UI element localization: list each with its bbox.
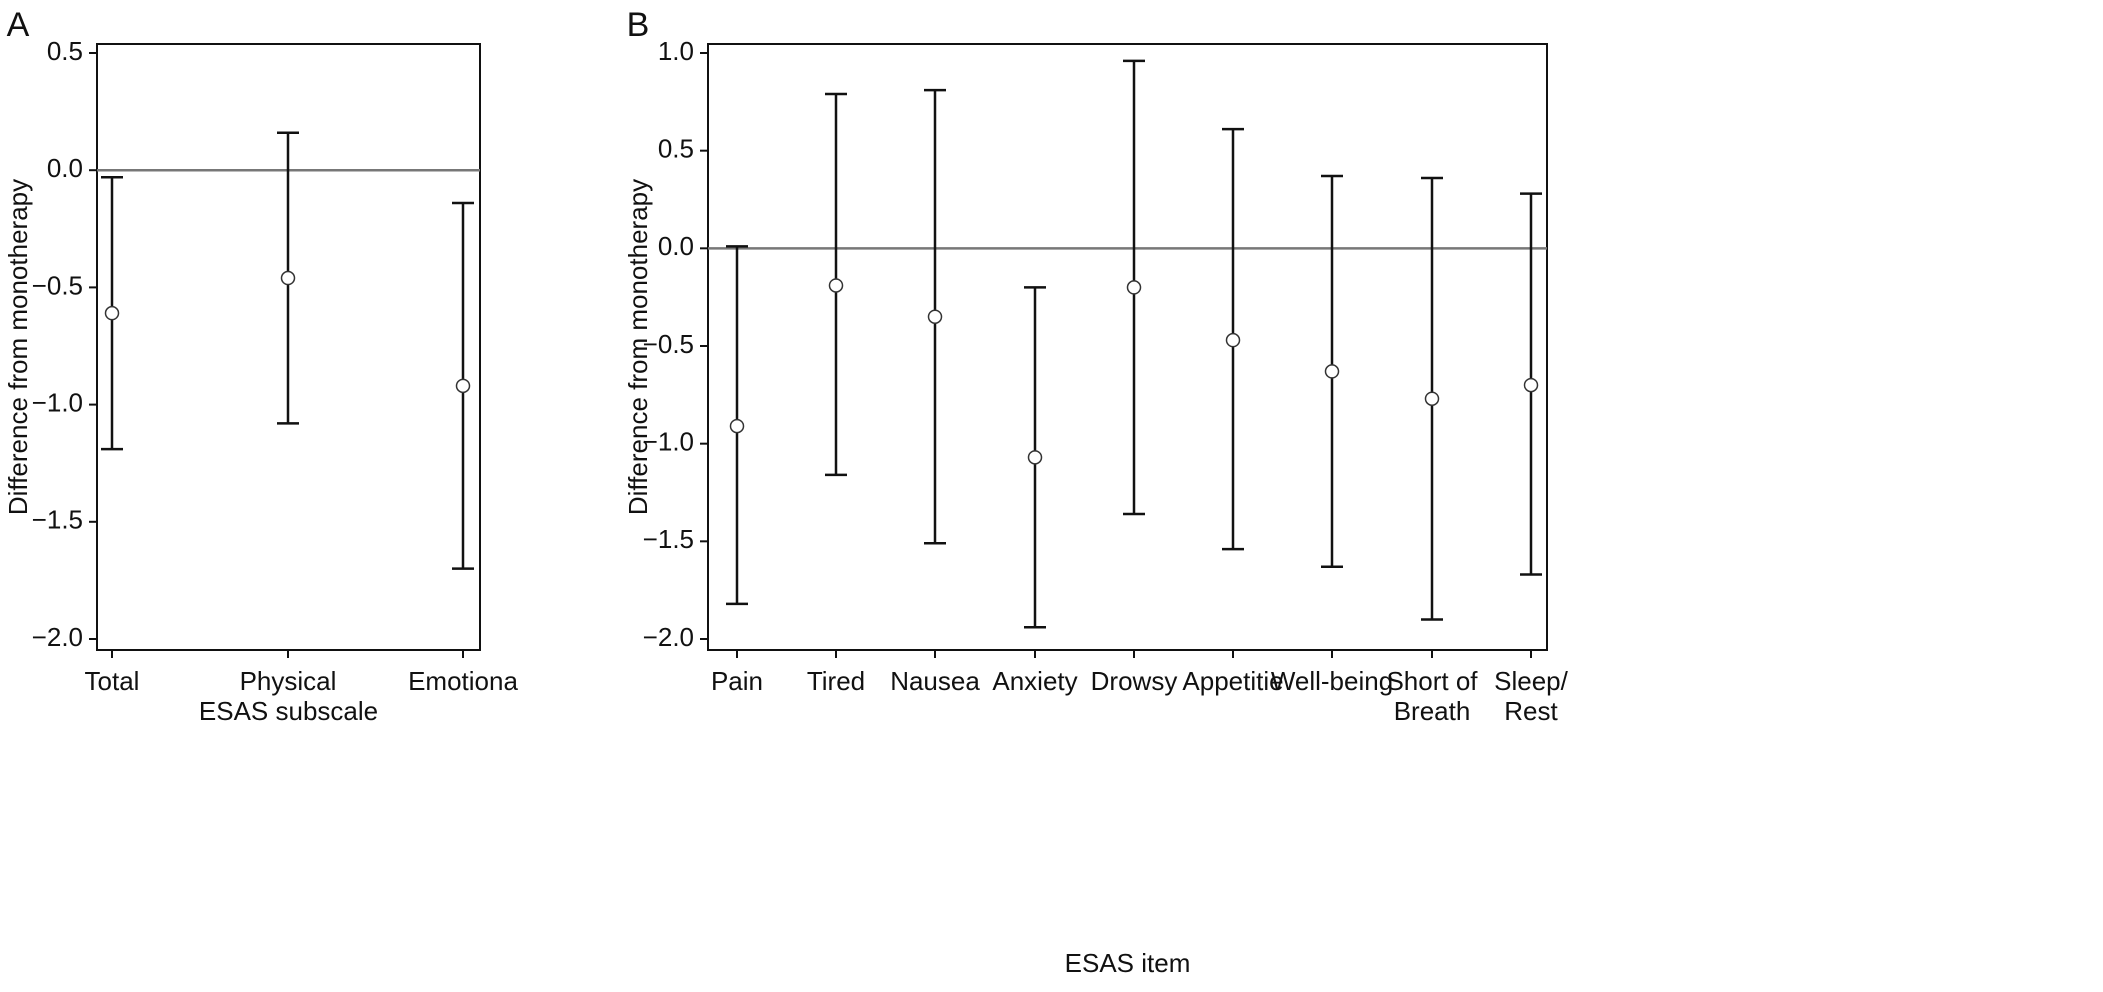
- y-tick-label: −2.0: [32, 622, 83, 652]
- x-tick-label-line: Physical: [240, 666, 337, 696]
- x-tick-label: Total: [85, 666, 140, 696]
- y-tick-label: −0.5: [643, 329, 694, 359]
- y-tick-label: 0.0: [47, 153, 83, 183]
- x-tick-label: Nausea: [890, 666, 980, 696]
- plot-frame: [707, 43, 1548, 651]
- point-estimate: [280, 270, 296, 286]
- x-tick-label-line: Well-being: [1271, 666, 1393, 696]
- y-axis-title: Difference from monotherapy: [3, 179, 33, 515]
- point-estimate: [1523, 377, 1539, 393]
- y-tick-label: 0.5: [658, 134, 694, 164]
- y-axis-title: Difference from monotherapy: [623, 179, 653, 515]
- x-tick-label-line: Anxiety: [992, 666, 1077, 696]
- x-tick-label: Appetitie: [1182, 666, 1283, 696]
- x-tick-label-line: Sleep/: [1494, 666, 1568, 696]
- x-tick-label: Drowsy: [1091, 666, 1178, 696]
- y-tick-label: 0.0: [658, 231, 694, 261]
- x-tick-label-line: Total: [85, 666, 140, 696]
- panel-letter: B: [627, 6, 650, 44]
- y-tick-label: 0.5: [47, 36, 83, 66]
- x-tick-label-line: Pain: [711, 666, 763, 696]
- point-estimate: [1424, 391, 1440, 406]
- x-tick-label-line: Breath: [1394, 696, 1471, 726]
- x-tick-label: Well-being: [1271, 666, 1393, 696]
- x-tick-label: Short of Breath: [1386, 666, 1478, 726]
- x-axis-title: ESAS subscale: [199, 696, 378, 726]
- x-tick-label-line: Nausea: [890, 666, 980, 696]
- x-tick-label: Physical: [240, 666, 337, 696]
- x-tick-label-line: Drowsy: [1091, 666, 1178, 696]
- x-tick-label-line: Tired: [807, 666, 865, 696]
- point-estimate: [828, 278, 844, 293]
- y-tick-label: −1.5: [32, 505, 83, 535]
- point-estimate: [1225, 332, 1241, 348]
- y-tick-label: −1.0: [643, 427, 694, 457]
- x-tick-label: Emotiona: [408, 666, 518, 696]
- x-tick-label-line: Emotiona: [408, 666, 518, 696]
- y-tick-label: −2.0: [643, 622, 694, 652]
- x-tick-label: Sleep/Rest: [1494, 666, 1568, 726]
- point-estimate: [1126, 280, 1142, 295]
- point-estimate: [927, 309, 943, 324]
- x-tick-label: Tired: [807, 666, 865, 696]
- y-tick-label: 1.0: [658, 36, 694, 66]
- point-estimate: [1324, 364, 1340, 379]
- x-axis-title: ESAS item: [1065, 948, 1191, 978]
- point-estimate: [1027, 450, 1043, 465]
- x-tick-label: Pain: [711, 666, 763, 696]
- x-tick-label-line: Short of: [1386, 666, 1478, 696]
- panel-b: B 1.0 0.5 0.0 −0.5 −1.0 −1.5 −2.0 Pain Tired Nause…: [623, 6, 1569, 978]
- point-estimate: [455, 378, 471, 394]
- y-tick-label: −1.5: [643, 524, 694, 554]
- y-tick-label: −0.5: [32, 270, 83, 300]
- x-tick-label-line: Rest: [1504, 696, 1558, 726]
- x-tick-label-line: Appetitie: [1182, 666, 1283, 696]
- panel-letter: A: [7, 6, 30, 44]
- x-tick-label: Anxiety: [992, 666, 1077, 696]
- point-estimate: [729, 418, 745, 434]
- point-estimate: [104, 305, 120, 321]
- y-tick-label: −1.0: [32, 387, 83, 417]
